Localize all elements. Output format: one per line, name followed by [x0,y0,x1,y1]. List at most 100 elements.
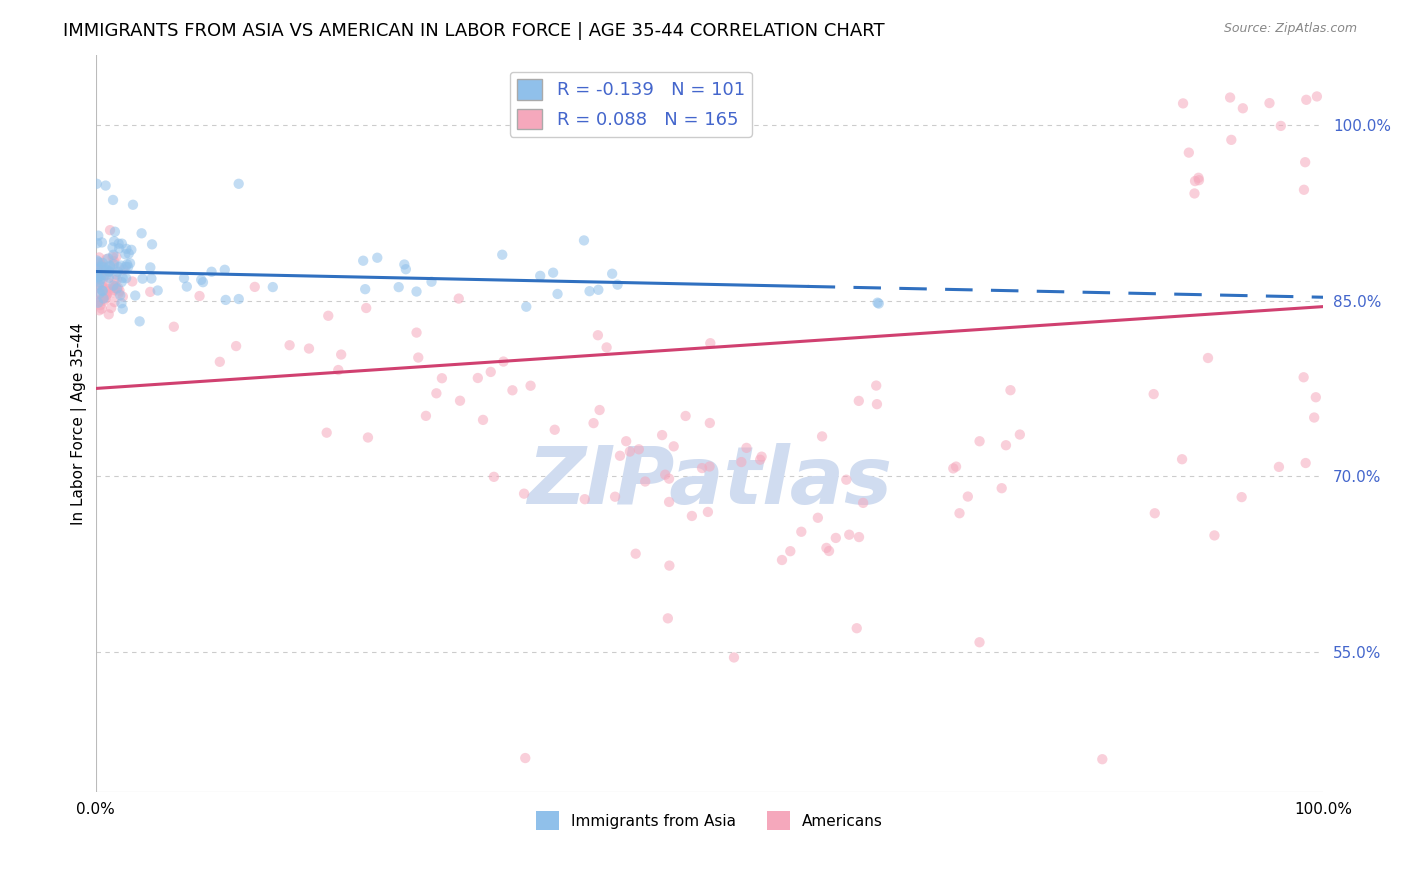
Point [595,340,617,354]
Point [112,262,135,277]
Point [228,292,250,306]
Point [173,271,195,285]
Point [316,309,339,323]
Point [89,272,111,286]
Point [107,281,129,295]
Point [105,268,128,282]
Point [582,416,605,430]
Point [87,293,110,308]
Point [603,490,626,504]
Point [969,434,991,449]
Point [90,268,112,283]
Point [675,409,697,423]
Point [103,283,125,297]
Point [395,262,418,277]
Point [139,260,162,275]
Point [600,267,623,281]
Point [868,296,890,310]
Point [662,439,685,453]
Point [614,434,637,449]
Point [848,393,870,408]
Point [479,365,502,379]
Point [98,265,121,279]
Point [1270,119,1292,133]
Point [114,260,136,274]
Point [969,635,991,649]
Point [89,294,111,309]
Point [945,459,967,474]
Point [96,262,118,277]
Point [942,461,965,475]
Point [103,281,125,295]
Point [751,450,773,464]
Point [94,178,117,193]
Point [96,288,118,302]
Point [1197,351,1219,365]
Point [544,423,567,437]
Point [87,261,110,276]
Point [627,442,650,457]
Point [86,273,108,287]
Point [141,271,163,285]
Point [101,240,124,254]
Point [107,236,129,251]
Point [658,558,681,573]
Point [100,301,122,315]
Point [1306,89,1329,103]
Point [89,293,111,307]
Point [94,292,117,306]
Point [586,328,609,343]
Point [228,177,250,191]
Point [1292,183,1315,197]
Point [86,264,108,278]
Point [1184,186,1206,201]
Point [430,371,453,385]
Point [609,449,631,463]
Point [103,257,125,271]
Text: ZIPatlas: ZIPatlas [527,443,891,522]
Point [90,235,112,250]
Point [770,553,793,567]
Point [108,241,131,255]
Point [86,271,108,285]
Point [111,290,134,304]
Point [838,527,860,541]
Text: Source: ZipAtlas.com: Source: ZipAtlas.com [1223,22,1357,36]
Point [1230,490,1253,504]
Point [1171,96,1194,111]
Point [491,248,513,262]
Point [492,354,515,368]
Point [658,495,681,509]
Point [588,403,610,417]
Point [681,508,703,523]
Point [101,250,124,264]
Point [141,237,163,252]
Point [315,425,337,440]
Point [208,355,231,369]
Point [87,295,110,310]
Point [1143,387,1166,401]
Point [1258,96,1281,111]
Point [1187,170,1209,185]
Point [420,275,443,289]
Point [93,280,115,294]
Point [103,254,125,268]
Point [91,260,114,274]
Point [128,314,150,328]
Point [1184,174,1206,188]
Point [96,252,118,266]
Point [366,251,388,265]
Point [425,386,447,401]
Point [97,282,120,296]
Point [97,270,120,285]
Point [111,301,134,316]
Point [120,243,142,257]
Point [93,290,115,304]
Point [865,378,887,392]
Point [89,264,111,278]
Point [103,295,125,310]
Point [91,284,114,298]
Point [1188,173,1211,187]
Point [89,275,111,289]
Point [87,254,110,268]
